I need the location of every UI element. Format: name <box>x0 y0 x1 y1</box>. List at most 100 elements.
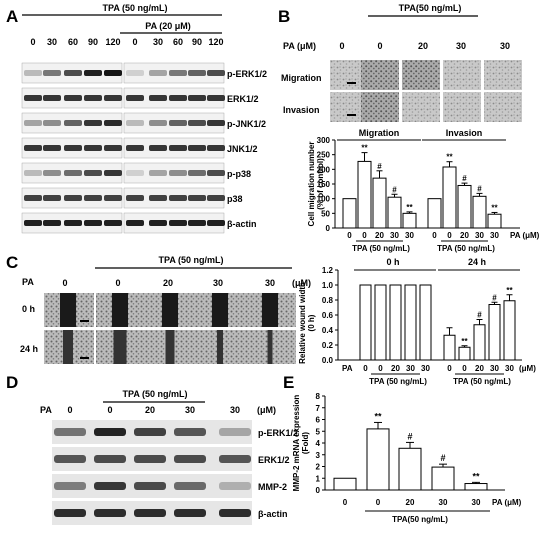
blot-band <box>54 482 86 490</box>
x-tick-label: 0 <box>343 498 348 507</box>
significance-mark: # <box>407 431 412 441</box>
panel-d-conc: 20 <box>145 405 155 415</box>
x-tick-label: 20 <box>406 498 415 507</box>
x-tick-label: 0 <box>376 498 381 507</box>
blot-band <box>43 220 61 226</box>
blot-band <box>169 95 187 101</box>
wound-gap <box>212 293 228 327</box>
significance-mark: # <box>492 293 497 302</box>
blot-band <box>84 95 102 101</box>
significance-mark: ** <box>491 203 498 212</box>
significance-mark: ** <box>472 471 480 481</box>
blot-band <box>54 455 86 463</box>
scale-bar <box>347 82 356 84</box>
blot-band <box>104 95 122 101</box>
blot-band <box>84 195 102 201</box>
tpa-label: TPA (50 ng/mL) <box>437 244 495 253</box>
panel-b-cell-image <box>361 60 399 90</box>
blot-band <box>169 120 187 126</box>
y-tick-label: 8 <box>316 392 321 401</box>
panel-b-conc: 0 <box>339 41 344 51</box>
panel-c-conc-labels: 0 0 20 30 30 <box>62 278 275 288</box>
y-axis-label: MMP-2 mRNA expression <box>292 395 301 492</box>
panel-c-wound-image <box>172 330 196 364</box>
scale-bar <box>80 320 89 322</box>
blot-band <box>24 70 42 76</box>
y-tick-label: 1.0 <box>322 281 334 290</box>
wound-gap <box>267 330 273 364</box>
blot-band <box>64 195 82 201</box>
blot-band <box>174 509 206 517</box>
pa-axis-label: PA (μM) <box>510 231 540 240</box>
y-tick-label: 1.2 <box>322 266 334 275</box>
bar <box>442 166 457 229</box>
y-tick-label: 0.6 <box>322 311 334 320</box>
blot-band <box>104 195 122 201</box>
blot-band <box>188 145 206 151</box>
panel-b-cell-image <box>402 92 440 122</box>
blot-band <box>126 120 144 126</box>
panel-a-lane-label: 30 <box>153 37 163 47</box>
x-tick-label: 20 <box>391 364 400 373</box>
panel-d-conc: 0 <box>67 405 72 415</box>
x-tick-label: 0 <box>347 231 352 240</box>
bar <box>389 284 402 361</box>
bar <box>402 212 417 229</box>
significance-mark: # <box>377 162 382 171</box>
blot-band <box>43 95 61 101</box>
significance-mark: ** <box>406 203 413 212</box>
blot-band <box>149 95 167 101</box>
bar <box>457 184 472 229</box>
blot-band <box>126 170 144 176</box>
y-tick-label: 2 <box>316 463 321 472</box>
blot-band <box>188 195 206 201</box>
panel-b-conc-labels: 0 0 20 30 30 <box>339 41 510 51</box>
panel-a-tpa-label: TPA (50 ng/mL) <box>103 3 168 13</box>
panel-b-conc: 30 <box>500 41 510 51</box>
panel-d-unit: (μM) <box>257 405 276 415</box>
y-axis-label-2: (Fold) <box>301 432 310 455</box>
y-tick-label: 250 <box>317 151 331 160</box>
x-tick-label: 30 <box>406 364 415 373</box>
panel-d-letter: D <box>6 373 18 392</box>
panel-a: A TPA (50 ng/mL) PA (20 μM) 0 30 60 90 120 0 3… <box>6 3 267 234</box>
wound-gap <box>262 293 278 327</box>
group-label: 24 h <box>468 257 486 267</box>
blot-band <box>104 220 122 226</box>
blot-band <box>219 509 251 517</box>
blot-band <box>94 509 126 517</box>
blot-band <box>94 482 126 490</box>
blot-band <box>54 428 86 436</box>
panel-c-wound-image <box>272 330 296 364</box>
blot-band <box>43 170 61 176</box>
blot-band <box>126 145 144 151</box>
x-tick-label: 0 <box>378 364 383 373</box>
panel-a-lane-label: 90 <box>88 37 98 47</box>
y-axis-label-2: (% of control) <box>316 158 325 210</box>
blot-band <box>43 145 61 151</box>
blot-band <box>207 220 225 226</box>
blot-band <box>104 145 122 151</box>
y-tick-label: 1 <box>316 474 321 483</box>
x-tick-label: 20 <box>460 231 469 240</box>
bar <box>404 284 417 361</box>
bar <box>472 195 487 229</box>
blot-band <box>126 220 144 226</box>
panel-b-images <box>330 60 522 122</box>
panel-b: B TPA(50 ng/mL) PA (μM) 0 0 20 30 30 Migrati… <box>278 3 540 253</box>
panel-a-band-label: p-JNK1/2 <box>227 119 266 129</box>
blot-band <box>188 70 206 76</box>
bar <box>398 447 422 491</box>
bar <box>419 284 432 361</box>
bar <box>431 466 455 491</box>
y-tick-label: 300 <box>317 136 331 145</box>
y-tick-label: 150 <box>317 180 331 189</box>
panel-d-band-label: p-ERK1/2 <box>258 428 298 438</box>
panel-a-blots: p-ERK1/2 ERK1/2 p-JNK1/2 JNK1/2 p-p38 p38 β-ac… <box>21 62 267 234</box>
panel-a-band-label: p38 <box>227 194 243 204</box>
blot-band <box>24 120 42 126</box>
blot-band <box>134 455 166 463</box>
bar <box>342 198 357 229</box>
panel-b-row-invasion: Invasion <box>283 105 320 115</box>
panel-c-wound-image <box>222 330 246 364</box>
